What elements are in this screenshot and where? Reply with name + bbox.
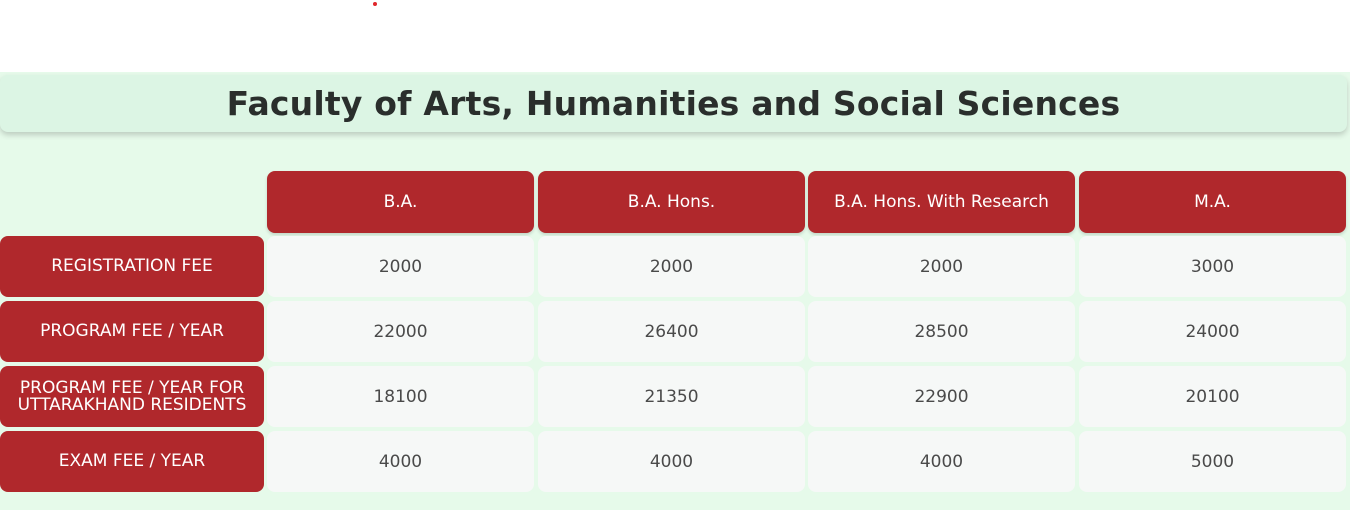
fee-cell: 2000 xyxy=(538,236,805,297)
row-header-program-fee-uttarakhand: PROGRAM FEE / YEAR FOR UTTARAKHAND RESID… xyxy=(0,366,264,427)
column-header-ba-hons-research: B.A. Hons. With Research xyxy=(808,171,1075,233)
fee-cell: 4000 xyxy=(808,431,1075,492)
fee-cell: 18100 xyxy=(267,366,534,427)
top-blank-area xyxy=(0,0,1350,72)
fee-cell: 4000 xyxy=(267,431,534,492)
fee-cell: 20100 xyxy=(1079,366,1346,427)
fee-cell: 28500 xyxy=(808,301,1075,362)
fee-cell: 22000 xyxy=(267,301,534,362)
row-header-exam-fee: EXAM FEE / YEAR xyxy=(0,431,264,492)
fee-cell: 22900 xyxy=(808,366,1075,427)
fee-cell: 24000 xyxy=(1079,301,1346,362)
row-header-registration-fee: REGISTRATION FEE xyxy=(0,236,264,297)
fee-cell: 4000 xyxy=(538,431,805,492)
section-title-bar: Faculty of Arts, Humanities and Social S… xyxy=(0,75,1347,132)
section-title: Faculty of Arts, Humanities and Social S… xyxy=(226,84,1121,123)
column-header-ma: M.A. xyxy=(1079,171,1346,233)
red-dot-marker xyxy=(373,2,377,6)
column-header-ba-hons: B.A. Hons. xyxy=(538,171,805,233)
column-header-ba: B.A. xyxy=(267,171,534,233)
fee-cell: 2000 xyxy=(267,236,534,297)
row-header-program-fee: PROGRAM FEE / YEAR xyxy=(0,301,264,362)
fee-cell: 3000 xyxy=(1079,236,1346,297)
fee-cell: 5000 xyxy=(1079,431,1346,492)
fee-cell: 26400 xyxy=(538,301,805,362)
fee-section: Faculty of Arts, Humanities and Social S… xyxy=(0,72,1350,510)
fee-cell: 2000 xyxy=(808,236,1075,297)
fee-cell: 21350 xyxy=(538,366,805,427)
